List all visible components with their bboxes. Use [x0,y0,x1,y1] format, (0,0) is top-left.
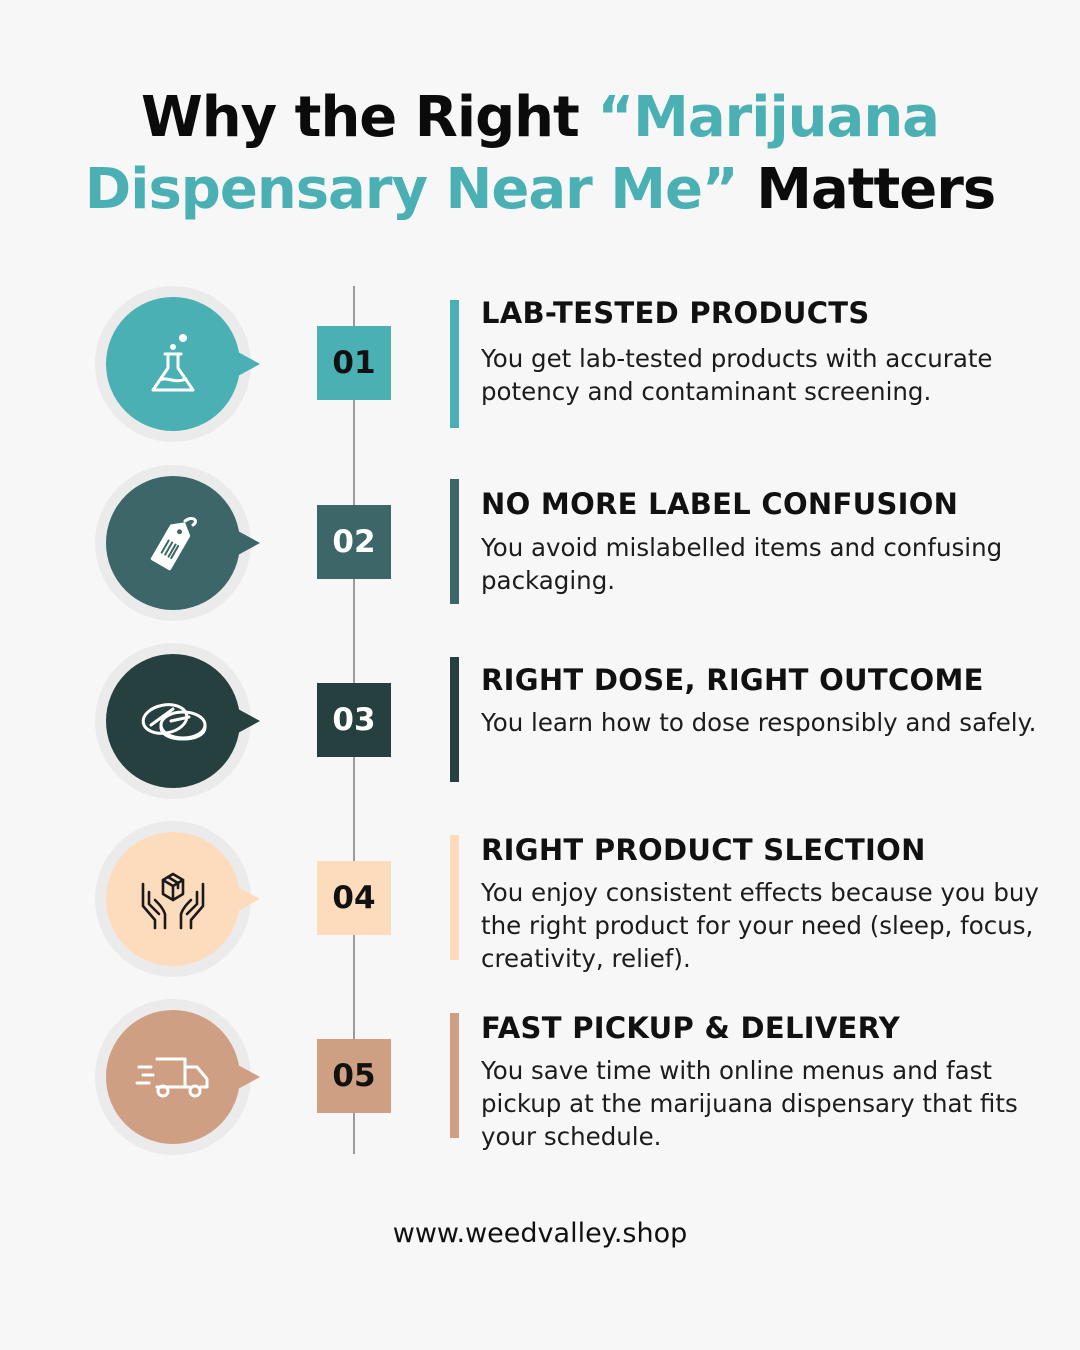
hands-box-icon [137,866,209,932]
step-number-box: 03 [317,683,391,757]
benefit-description: You avoid mislabelled items and confusin… [481,533,1003,595]
benefit-heading: FAST PICKUP & DELIVERY [481,1011,901,1045]
step-number-box: 04 [317,861,391,935]
pointer-arrow [238,1065,260,1089]
step-number: 03 [332,702,376,738]
accent-bar [450,479,459,604]
delivery-truck-icon [135,1053,211,1101]
step-number: 05 [332,1058,376,1094]
icon-circle [95,465,251,621]
accent-bar [450,657,459,782]
step-number-box: 05 [317,1039,391,1113]
benefit-description: You get lab-tested products with accurat… [481,344,993,406]
benefit-description: You learn how to dose responsibly and sa… [481,708,1037,737]
accent-bar [450,1013,459,1138]
accent-bar [450,300,459,428]
icon-circle-fill [106,297,240,431]
flask-icon [143,332,203,396]
step-number-box: 02 [317,505,391,579]
icon-circle-fill [106,654,240,788]
icon-circle [95,286,251,442]
page-title: Why the Right “Marijuana Dispensary Near… [0,82,1080,226]
step-number: 02 [332,524,376,560]
tag-icon [141,511,205,575]
icon-circle [95,643,251,799]
icon-circle-fill [106,476,240,610]
title-text-dark-1: Why the Right [141,85,598,150]
benefit-description: You save time with online menus and fast… [481,1056,1018,1151]
title-text-accent-1: “Marijuana [597,85,940,150]
accent-bar [450,835,459,960]
icon-circle [95,999,251,1155]
icon-circle-fill [106,832,240,966]
pointer-arrow [238,352,260,376]
pills-icon [137,697,209,745]
benefit-heading: LAB-TESTED PRODUCTS [481,296,870,330]
title-text-dark-2: Matters [737,157,996,222]
website-url[interactable]: www.weedvalley.shop [392,1218,688,1249]
icon-circle-fill [106,1010,240,1144]
pointer-arrow [238,887,260,911]
icon-circle [95,821,251,977]
benefit-description: You enjoy consistent effects because you… [481,878,1039,973]
pointer-arrow [238,709,260,733]
title-text-accent-2: Dispensary Near Me” [84,157,739,222]
benefit-heading: RIGHT PRODUCT SLECTION [481,833,926,867]
benefit-heading: RIGHT DOSE, RIGHT OUTCOME [481,663,984,697]
step-number-box: 01 [317,326,391,400]
step-number: 04 [332,880,376,916]
pointer-arrow [238,531,260,555]
step-number: 01 [332,345,376,381]
benefit-heading: NO MORE LABEL CONFUSION [481,487,959,521]
